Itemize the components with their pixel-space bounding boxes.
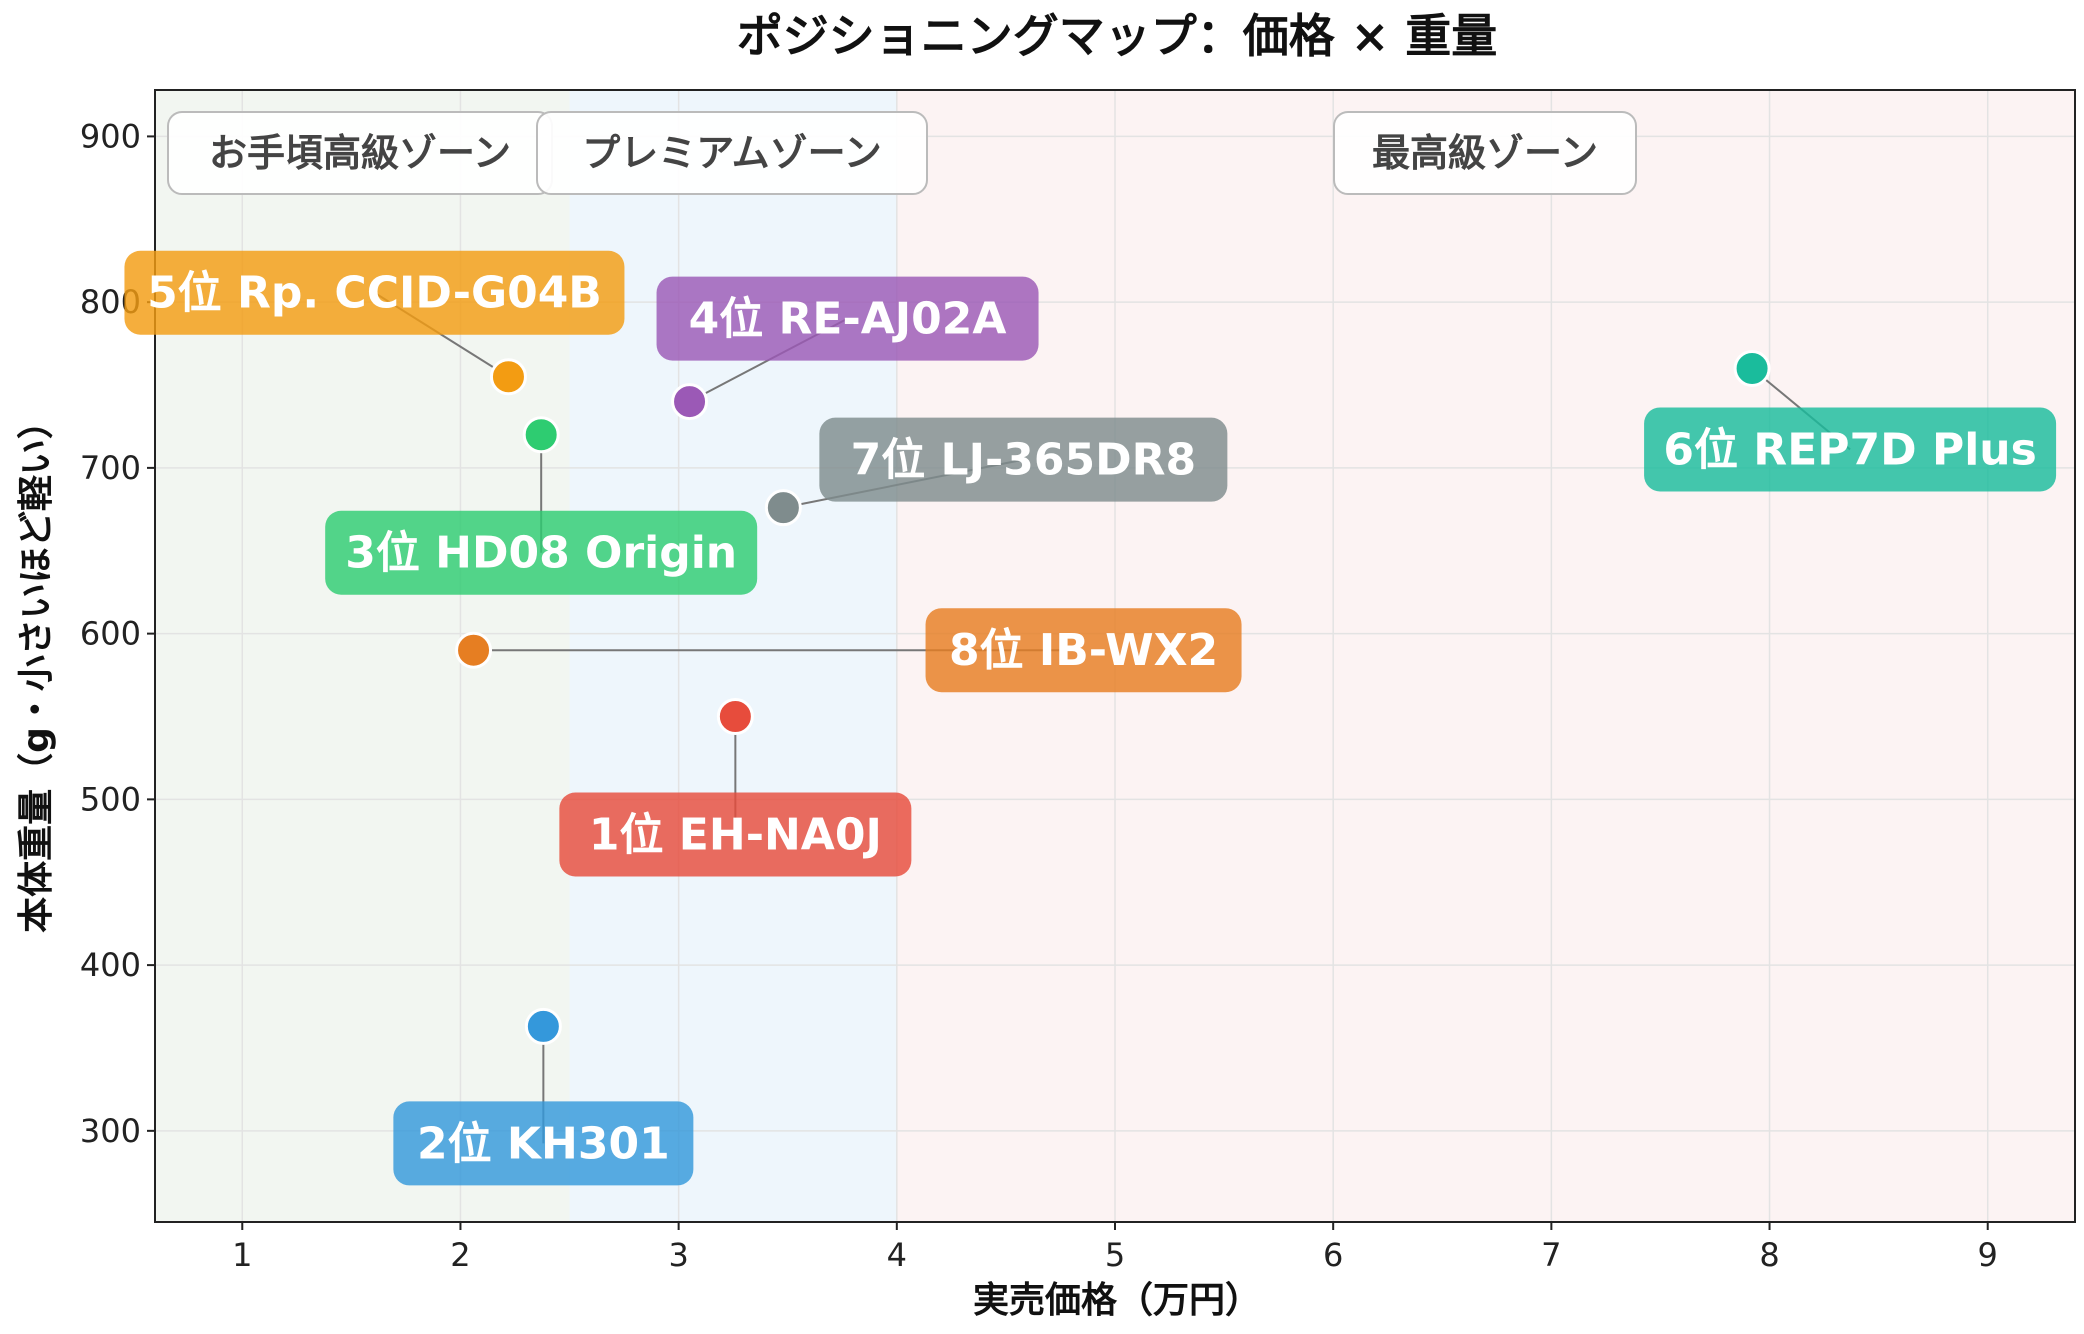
point-label-box — [393, 1101, 694, 1186]
zone-labels: お手頃高級ゾーン プレミアムゾーン 最高級ゾーン — [167, 111, 1637, 195]
data-point — [455, 631, 493, 669]
x-tick-label: 9 — [1978, 1236, 1998, 1274]
zone-label-box — [536, 111, 928, 195]
point-label: 8位 IB-WX2 — [949, 625, 1218, 676]
point-label-box — [656, 276, 1039, 361]
point-label: 2位 KH301 — [417, 1118, 670, 1169]
point-labels: 1位 EH-NA0J 2位 KH301 3位 HD08 Origin 4位 RE-AJ… — [124, 250, 2057, 1186]
chart-title: ポジショニングマップ：価格 × 重量 — [737, 9, 1498, 63]
y-tick-label: 700 — [80, 449, 141, 487]
data-point — [524, 1007, 562, 1045]
y-tick-label: 600 — [80, 615, 141, 653]
y-axis-label: 本体重量（g・小さいほど軽い） — [16, 403, 57, 933]
x-tick-label: 7 — [1541, 1236, 1561, 1274]
point-label-box — [1644, 407, 2057, 492]
point-label-box — [559, 792, 912, 877]
x-axis-ticks: 1 2 3 4 5 6 7 8 9 — [232, 1222, 1998, 1274]
y-tick-label: 900 — [80, 117, 141, 155]
point-label-box — [124, 250, 625, 335]
data-point — [716, 697, 754, 735]
data-points — [455, 349, 1771, 1045]
zone-label: プレミアムゾーン — [582, 131, 881, 175]
zone-label: お手頃高級ゾーン — [209, 131, 511, 175]
zone-label-box — [1333, 111, 1637, 195]
x-tick-label: 6 — [1323, 1236, 1343, 1274]
zone-label: 最高級ゾーン — [1372, 131, 1598, 175]
point-label: 1位 EH-NA0J — [589, 809, 882, 860]
x-tick-label: 5 — [1105, 1236, 1125, 1274]
data-point — [1733, 349, 1771, 387]
x-tick-label: 3 — [668, 1236, 688, 1274]
point-label-box — [925, 608, 1242, 693]
data-point — [671, 383, 709, 421]
x-tick-label: 1 — [232, 1236, 252, 1274]
point-label: 6位 REP7D Plus — [1663, 424, 2036, 475]
x-tick-label: 4 — [887, 1236, 907, 1274]
x-tick-label: 8 — [1759, 1236, 1779, 1274]
point-label-box — [325, 510, 758, 595]
point-label: 5位 Rp. CCID-G04B — [147, 268, 602, 319]
y-tick-label: 500 — [80, 780, 141, 818]
x-axis-label: 実売価格（万円） — [973, 1280, 1261, 1321]
data-point — [764, 489, 802, 527]
data-point — [489, 358, 527, 396]
point-label: 3位 HD08 Origin — [345, 528, 737, 579]
point-label: 7位 LJ-365DR8 — [851, 435, 1196, 486]
data-point — [522, 416, 560, 454]
y-tick-label: 400 — [80, 946, 141, 984]
point-label-box — [819, 417, 1228, 502]
point-label: 4位 RE-AJ02A — [689, 294, 1007, 345]
y-tick-label: 300 — [80, 1112, 141, 1150]
x-tick-label: 2 — [450, 1236, 470, 1274]
